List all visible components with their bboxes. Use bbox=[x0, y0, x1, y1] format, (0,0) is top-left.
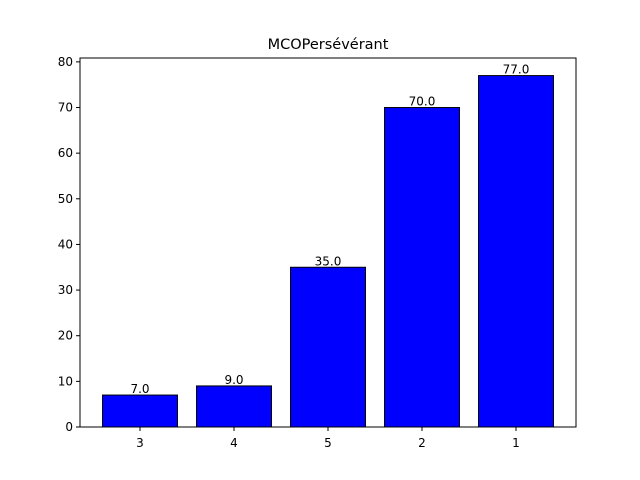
data-label-2: 70.0 bbox=[409, 95, 436, 109]
x-tick-label-5: 5 bbox=[324, 436, 332, 450]
y-tick-label-40: 40 bbox=[58, 237, 73, 251]
y-tick-label-30: 30 bbox=[58, 283, 73, 297]
bars-layer bbox=[102, 75, 554, 428]
plot-frame bbox=[79, 57, 577, 428]
y-tick-label-70: 70 bbox=[58, 101, 73, 115]
y-tick-label-60: 60 bbox=[58, 146, 73, 160]
data-label-5: 35.0 bbox=[315, 254, 342, 268]
chart-title: MCOPersévérant bbox=[268, 37, 389, 53]
bar-3 bbox=[102, 394, 178, 428]
bar-5 bbox=[290, 266, 366, 428]
data-label-1: 77.0 bbox=[503, 63, 530, 77]
x-tick-label-1: 1 bbox=[512, 436, 520, 450]
bar-4 bbox=[196, 385, 272, 428]
y-tick-label-80: 80 bbox=[58, 55, 73, 69]
bar-2 bbox=[384, 107, 460, 428]
bar-1 bbox=[478, 75, 554, 428]
y-tick-label-20: 20 bbox=[58, 329, 73, 343]
x-tick-label-4: 4 bbox=[230, 436, 238, 450]
x-tick-label-2: 2 bbox=[418, 436, 426, 450]
data-label-3: 7.0 bbox=[130, 382, 149, 396]
x-tick-label-3: 3 bbox=[136, 436, 144, 450]
y-axis-ticks: 0 10 20 30 40 50 60 70 80 bbox=[58, 55, 80, 434]
x-axis-ticks: 3 4 5 2 1 bbox=[136, 427, 520, 450]
y-tick-label-10: 10 bbox=[58, 374, 73, 388]
data-labels: 7.0 9.0 35.0 70.0 77.0 bbox=[130, 63, 529, 396]
y-tick-label-50: 50 bbox=[58, 192, 73, 206]
y-tick-label-0: 0 bbox=[65, 420, 73, 434]
data-label-4: 9.0 bbox=[224, 373, 243, 387]
